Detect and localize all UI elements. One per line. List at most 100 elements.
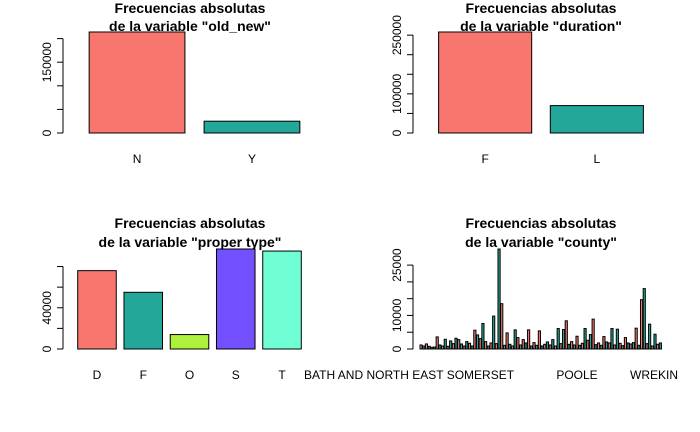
bar-county	[475, 334, 480, 350]
y-tick-label: 0	[390, 345, 404, 352]
chart-title-line: Frecuencias absolutas	[466, 0, 617, 16]
bar-county	[500, 303, 504, 350]
bar-county	[419, 344, 423, 350]
bar-county	[446, 345, 450, 350]
chart-title-line: de la variable "proper type"	[99, 234, 282, 250]
chart-panel-3: Frecuencias absolutas de la variable "pro…	[40, 215, 302, 382]
bar-county	[422, 345, 426, 350]
bar-county	[441, 345, 445, 350]
x-category-label: POOLE	[556, 368, 597, 382]
bar-county	[513, 329, 517, 350]
bar-county	[656, 343, 660, 350]
bar-county	[553, 345, 558, 350]
x-category-label: BATH AND NORTH EAST SOMERSET	[304, 368, 515, 382]
bar-county	[521, 339, 525, 350]
bar-l	[549, 105, 644, 134]
bar-county	[432, 346, 437, 350]
bar-county	[610, 328, 614, 350]
bar-county	[497, 248, 501, 350]
bar-county	[516, 337, 520, 350]
bar-county	[427, 345, 431, 350]
bar-y	[203, 120, 301, 134]
bar-county	[578, 344, 582, 350]
bar-county	[559, 343, 563, 350]
bar-n	[88, 31, 186, 134]
bar-county	[502, 344, 507, 350]
bar-county	[540, 345, 544, 350]
chart-title-line: Frecuencias absolutas	[466, 215, 617, 231]
x-category-label: WREKIN	[630, 368, 678, 382]
bar-county	[588, 334, 593, 350]
bar-county	[586, 339, 590, 350]
bar-county	[524, 342, 528, 350]
y-tick-label: 0	[40, 129, 54, 136]
bar-county	[548, 344, 552, 350]
bar-county	[645, 343, 649, 350]
bar-county	[484, 341, 488, 350]
bar-d	[77, 270, 117, 350]
x-category-label: T	[278, 368, 286, 382]
bar-s	[215, 248, 256, 350]
bar-county	[505, 332, 509, 350]
y-tick-label: 150000	[40, 42, 54, 82]
chart-title-line: Frecuencias absolutas	[115, 0, 266, 16]
bar-county	[602, 336, 606, 350]
x-category-label: N	[133, 152, 142, 166]
bar-county	[572, 344, 576, 350]
bar-county	[562, 329, 566, 350]
bar-county	[492, 315, 496, 350]
x-category-label: L	[594, 152, 601, 166]
x-category-label: F	[140, 368, 147, 382]
bar-county	[435, 336, 439, 350]
bar-county	[615, 328, 619, 350]
bar-county	[650, 345, 654, 350]
x-category-label: Y	[248, 152, 256, 166]
bar-o	[169, 334, 210, 350]
bar-county	[467, 342, 472, 350]
bar-county	[543, 343, 547, 350]
x-category-label: S	[232, 368, 240, 382]
bar-county	[596, 342, 601, 350]
bar-county	[465, 341, 469, 350]
x-category-label: D	[93, 368, 102, 382]
chart-title-line: de la variable "duration"	[460, 18, 622, 34]
bar-county	[545, 341, 550, 350]
bar-county	[613, 344, 617, 350]
bar-county	[424, 343, 429, 350]
bar-county	[623, 337, 628, 350]
bar-county	[637, 344, 641, 350]
bar-county	[454, 337, 458, 350]
bar-f	[438, 31, 533, 134]
bar-county	[486, 345, 490, 350]
bar-county	[473, 329, 477, 350]
bar-county	[470, 345, 474, 350]
bar-county	[535, 344, 539, 350]
bar-county	[459, 343, 463, 350]
bar-county	[653, 333, 657, 350]
bar-county	[580, 342, 584, 350]
bar-county	[451, 343, 455, 350]
bar-t	[262, 250, 302, 350]
bar-county	[639, 299, 644, 350]
bar-county	[532, 342, 536, 350]
bar-county	[449, 340, 453, 350]
bar-county	[634, 327, 638, 350]
bar-county	[529, 345, 533, 350]
bar-county	[607, 342, 611, 350]
y-tick-label: 100000	[390, 74, 404, 114]
chart-title-line: de la variable "old_new"	[109, 18, 271, 34]
bar-county	[457, 339, 461, 350]
chart-panel-1: Frecuencias absolutas de la variable "old…	[40, 0, 301, 166]
bar-county	[599, 344, 603, 350]
bar-county	[551, 339, 555, 350]
bar-county	[631, 342, 636, 350]
bar-county	[537, 330, 541, 350]
bar-county	[618, 342, 622, 350]
y-tick-label: 40000	[40, 291, 54, 325]
y-tick-label: 0	[390, 129, 404, 136]
chart-panel-2: Frecuencias absolutas de la variable "dur…	[390, 0, 644, 166]
bar-county	[567, 343, 571, 350]
y-tick-label: 10000	[390, 298, 404, 332]
bar-county	[527, 329, 531, 350]
